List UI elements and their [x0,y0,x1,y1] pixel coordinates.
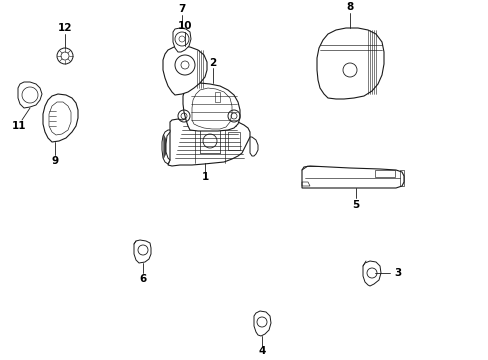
Text: 11: 11 [12,121,26,131]
Polygon shape [168,117,249,166]
Text: 1: 1 [201,172,208,182]
Text: 12: 12 [58,23,72,33]
Polygon shape [362,261,380,286]
Text: 3: 3 [393,268,401,278]
Text: 10: 10 [177,21,192,31]
Polygon shape [183,83,240,131]
Polygon shape [253,311,270,336]
Polygon shape [316,28,383,99]
Text: 5: 5 [352,200,359,210]
Text: 2: 2 [209,58,216,68]
Polygon shape [43,94,78,142]
Polygon shape [134,240,151,263]
Polygon shape [302,166,403,188]
Polygon shape [162,130,170,164]
Text: 9: 9 [51,156,59,166]
Polygon shape [163,46,206,95]
Polygon shape [18,82,42,108]
Text: 6: 6 [139,274,146,284]
Text: 4: 4 [258,346,265,356]
Text: 8: 8 [346,2,353,12]
Text: 7: 7 [178,4,185,14]
Polygon shape [173,28,191,52]
Polygon shape [249,137,258,156]
